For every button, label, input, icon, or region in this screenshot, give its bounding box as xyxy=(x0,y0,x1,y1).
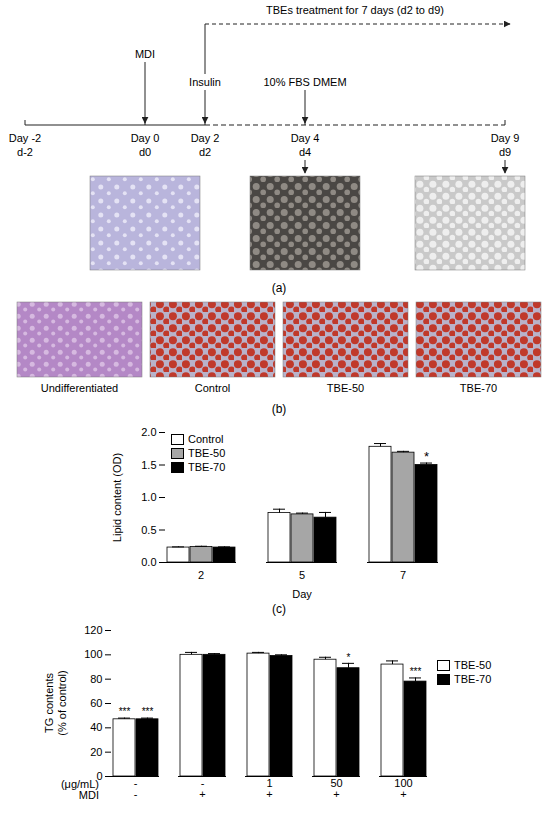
svg-text:d4: d4 xyxy=(299,146,311,158)
svg-text:100: 100 xyxy=(84,648,102,660)
svg-text:120: 120 xyxy=(84,624,102,636)
html-text:TBE-70: TBE-70 xyxy=(454,673,492,685)
svg-text:MDI: MDI xyxy=(135,48,155,60)
svg-text:TG contents: TG contents xyxy=(43,673,55,733)
svg-text:Day 2: Day 2 xyxy=(191,132,220,144)
svg-text:5: 5 xyxy=(299,569,305,581)
svg-text:Day -2: Day -2 xyxy=(9,132,41,144)
svg-text:-+: -+ xyxy=(199,777,205,800)
html-text:Control: Control xyxy=(188,433,224,445)
svg-text:7: 7 xyxy=(400,569,406,581)
svg-text:Day 0: Day 0 xyxy=(131,132,160,144)
svg-text:0.5: 0.5 xyxy=(141,524,156,536)
svg-text:Undifferentiated: Undifferentiated xyxy=(41,382,118,394)
svg-text:60: 60 xyxy=(90,697,102,709)
html-text:TBE-70: TBE-70 xyxy=(188,461,226,473)
svg-text:2.0: 2.0 xyxy=(141,426,156,438)
svg-text:--: -- xyxy=(134,777,138,800)
svg-text:Day 4: Day 4 xyxy=(291,132,320,144)
html-text:TBE-50: TBE-50 xyxy=(454,659,492,671)
svg-text:d2: d2 xyxy=(199,146,211,158)
svg-text:40: 40 xyxy=(90,721,102,733)
svg-text:2: 2 xyxy=(198,569,204,581)
svg-text:80: 80 xyxy=(90,673,102,685)
svg-text:*: * xyxy=(424,449,429,464)
svg-text:MDI: MDI xyxy=(79,789,99,801)
svg-text:*: * xyxy=(347,652,351,663)
svg-text:1+: 1+ xyxy=(266,777,272,800)
svg-text:Day: Day xyxy=(292,588,312,600)
svg-text:d-2: d-2 xyxy=(17,146,33,158)
svg-text:1.0: 1.0 xyxy=(141,491,156,503)
svg-text:50+: 50+ xyxy=(330,777,342,800)
svg-text:Lipid content (OD): Lipid content (OD) xyxy=(111,453,123,542)
svg-text:(b): (b) xyxy=(272,402,287,416)
svg-text:TBEs treatment for 7 days (d2: TBEs treatment for 7 days (d2 to d9) xyxy=(266,4,444,16)
svg-text:0: 0 xyxy=(96,770,103,782)
svg-text:(% of control): (% of control) xyxy=(56,670,68,735)
svg-text:0.0: 0.0 xyxy=(141,556,156,568)
svg-text:Day 9: Day 9 xyxy=(491,132,520,144)
svg-text:(μg/mL): (μg/mL) xyxy=(60,778,99,790)
svg-text:10% FBS DMEM: 10% FBS DMEM xyxy=(263,76,346,88)
svg-text:100+: 100+ xyxy=(394,777,412,800)
svg-text:***: *** xyxy=(410,666,422,677)
svg-text:***: *** xyxy=(119,706,131,717)
html-text:TBE-50: TBE-50 xyxy=(188,447,226,459)
svg-text:d0: d0 xyxy=(139,146,151,158)
svg-text:20: 20 xyxy=(90,746,102,758)
svg-text:TBE-50: TBE-50 xyxy=(327,382,364,394)
svg-text:Control: Control xyxy=(195,382,230,394)
svg-text:TBE-70: TBE-70 xyxy=(460,382,497,394)
svg-text:***: *** xyxy=(142,706,154,717)
svg-text:d9: d9 xyxy=(499,146,511,158)
svg-text:1.5: 1.5 xyxy=(141,459,156,471)
html-text:(c): (c) xyxy=(272,602,286,616)
svg-text:(a): (a) xyxy=(272,281,287,295)
svg-text:Insulin: Insulin xyxy=(189,76,221,88)
